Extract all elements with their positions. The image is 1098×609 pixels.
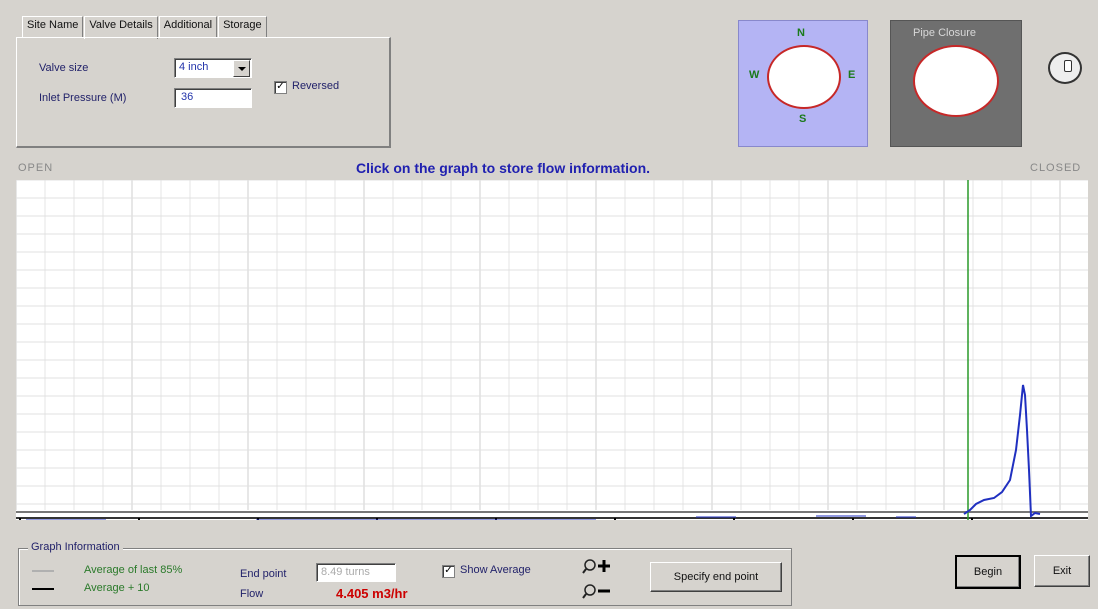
average-trace: [26, 515, 916, 520]
compass-east: E: [848, 69, 856, 81]
pipe-closure-title: Pipe Closure: [913, 27, 976, 39]
inlet-pressure-label: Inlet Pressure (M): [39, 92, 127, 104]
valve-size-select[interactable]: 4 inch: [174, 58, 252, 78]
reversed-checkbox[interactable]: ✓: [274, 81, 287, 94]
average-last-label: Average of last 85%: [84, 564, 183, 576]
pipe-closure-circle: [913, 45, 999, 117]
end-point-label: End point: [240, 568, 287, 580]
flow-graph[interactable]: [16, 180, 1088, 520]
reversed-label: Reversed: [292, 80, 340, 92]
open-label: OPEN: [18, 162, 54, 174]
flow-curve: [963, 384, 1041, 518]
average-plus-label: Average + 10: [84, 582, 150, 594]
zoom-in-icon[interactable]: [582, 557, 614, 577]
tab-storage[interactable]: Storage: [218, 16, 267, 37]
end-point-value: 8.49 turns: [321, 566, 370, 578]
pipe-closure-panel: Pipe Closure: [890, 20, 1022, 147]
tab-additional[interactable]: Additional: [158, 16, 218, 37]
compass-circle: [767, 45, 841, 109]
tab-site-name[interactable]: Site Name: [22, 16, 84, 37]
graph-baseline: [16, 511, 1088, 519]
dial-icon[interactable]: [1048, 52, 1082, 84]
average-line-legend: [32, 570, 54, 572]
flow-graph-svg[interactable]: [16, 180, 1088, 520]
begin-button[interactable]: Begin: [955, 555, 1021, 589]
graph-instruction: Click on the graph to store flow informa…: [356, 160, 651, 176]
inlet-pressure-value: 36: [181, 91, 194, 103]
graph-info-group: [18, 548, 792, 606]
compass-south: S: [799, 113, 807, 125]
inlet-pressure-input[interactable]: 36: [174, 88, 252, 108]
grid: [16, 180, 1088, 510]
flow-value: 4.405 m3/hr: [336, 586, 408, 601]
compass-panel: N S E W: [738, 20, 868, 147]
closed-label: CLOSED: [1030, 162, 1082, 174]
flow-label: Flow: [240, 588, 264, 600]
tab-strip: Site Name Valve Details Additional Stora…: [22, 16, 268, 39]
exit-button[interactable]: Exit: [1034, 555, 1090, 587]
chevron-down-icon[interactable]: [233, 60, 250, 77]
average-plus-legend: [32, 588, 54, 590]
valve-details-panel: [16, 37, 391, 148]
valve-size-label: Valve size: [39, 62, 89, 74]
show-average-label: Show Average: [460, 564, 531, 576]
show-average-checkbox[interactable]: ✓: [442, 565, 455, 578]
zoom-out-icon[interactable]: [582, 582, 614, 602]
tab-valve-details[interactable]: Valve Details: [84, 16, 158, 39]
graph-info-title: Graph Information: [28, 541, 123, 553]
compass-north: N: [797, 27, 805, 39]
compass-west: W: [749, 69, 760, 81]
end-point-input[interactable]: 8.49 turns: [316, 563, 396, 582]
valve-size-value: 4 inch: [179, 61, 209, 73]
specify-end-point-button[interactable]: Specify end point: [650, 562, 782, 592]
